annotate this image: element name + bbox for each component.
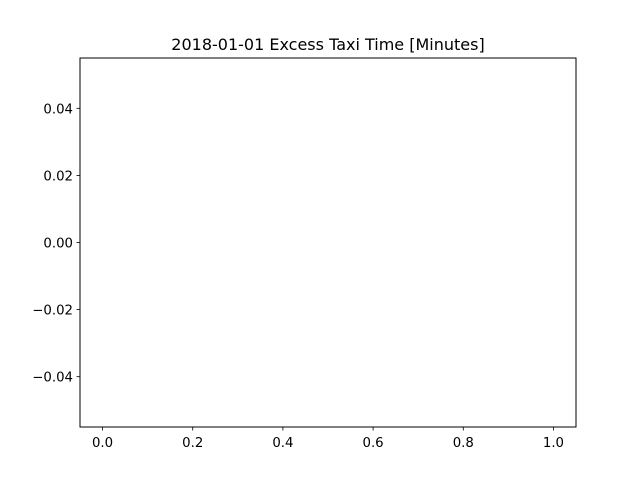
- x-tick-label: 0.8: [453, 436, 474, 451]
- y-tick-label: 0.04: [43, 102, 73, 117]
- x-tick-label: 1.0: [543, 436, 564, 451]
- y-tick-label: 0.00: [43, 237, 73, 252]
- x-tick-label: 0.0: [92, 436, 113, 451]
- x-tick-label: 0.6: [363, 436, 384, 451]
- y-tick-label: −0.02: [32, 304, 73, 319]
- x-axis: 0.0 0.2 0.4 0.6 0.8 1.0: [92, 427, 564, 451]
- x-tick-label: 0.2: [182, 436, 203, 451]
- chart-title: 2018-01-01 Excess Taxi Time [Minutes]: [171, 35, 484, 54]
- y-axis: 0.04 0.02 0.00 −0.02 −0.04: [32, 102, 80, 386]
- x-tick-label: 0.4: [272, 436, 293, 451]
- y-tick-label: −0.04: [32, 371, 73, 386]
- plot-area: [79, 57, 577, 428]
- y-tick-label: 0.02: [43, 169, 73, 184]
